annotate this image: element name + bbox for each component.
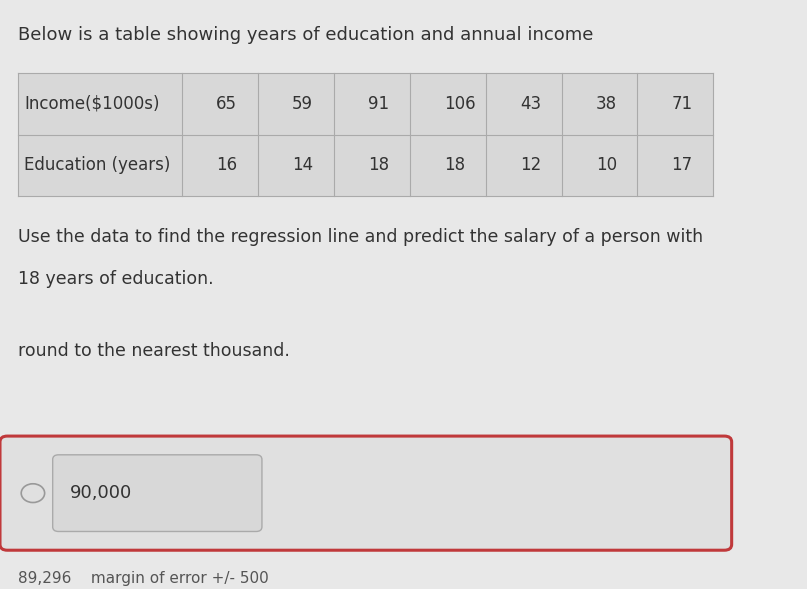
- Text: 91: 91: [368, 95, 389, 113]
- Text: round to the nearest thousand.: round to the nearest thousand.: [19, 342, 291, 360]
- Text: 89,296    margin of error +/- 500: 89,296 margin of error +/- 500: [19, 571, 269, 585]
- Text: 18: 18: [444, 156, 465, 174]
- Text: 65: 65: [216, 95, 237, 113]
- Text: Use the data to find the regression line and predict the salary of a person with: Use the data to find the regression line…: [19, 229, 704, 246]
- Text: 18: 18: [368, 156, 389, 174]
- FancyBboxPatch shape: [0, 436, 732, 550]
- Text: 18 years of education.: 18 years of education.: [19, 270, 214, 289]
- Text: 38: 38: [596, 95, 617, 113]
- Text: 106: 106: [444, 95, 475, 113]
- Text: Below is a table showing years of education and annual income: Below is a table showing years of educat…: [19, 27, 594, 44]
- Text: 14: 14: [292, 156, 313, 174]
- Text: 17: 17: [671, 156, 692, 174]
- Text: 59: 59: [292, 95, 313, 113]
- Text: 71: 71: [671, 95, 692, 113]
- Text: 10: 10: [596, 156, 617, 174]
- Text: 12: 12: [520, 156, 541, 174]
- FancyBboxPatch shape: [52, 455, 262, 531]
- Text: Income($1000s): Income($1000s): [24, 95, 160, 113]
- Text: 16: 16: [216, 156, 237, 174]
- Text: 43: 43: [520, 95, 541, 113]
- Text: Education (years): Education (years): [24, 156, 170, 174]
- Text: 90,000: 90,000: [69, 484, 132, 502]
- Circle shape: [21, 484, 44, 502]
